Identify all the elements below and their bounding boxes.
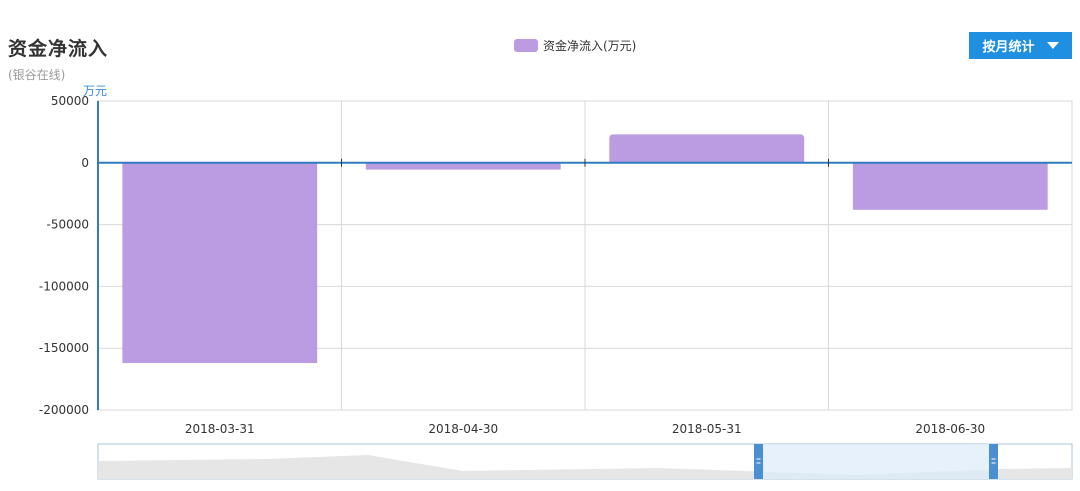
y-tick-label: -50000 (46, 218, 89, 232)
monthly-stat-button[interactable]: 按月统计 (969, 32, 1072, 59)
y-tick-label: 0 (81, 156, 89, 170)
y-tick-label: -100000 (39, 279, 89, 293)
y-tick-label: -200000 (39, 403, 89, 417)
y-axis-unit: 万元 (83, 84, 107, 98)
caret-down-icon (1046, 42, 1059, 49)
chart-title: 资金净流入 (8, 38, 109, 60)
x-tick-label: 2018-06-30 (915, 422, 985, 436)
y-tick-label: -150000 (39, 341, 89, 355)
y-tick-label: 50000 (51, 94, 89, 108)
navigator-left-handle[interactable] (754, 444, 763, 479)
x-tick-label: 2018-05-31 (672, 422, 742, 436)
bar (122, 162, 318, 364)
legend-label: 资金净流入(万元) (543, 39, 637, 53)
navigator-series-area (98, 455, 1072, 479)
legend[interactable]: 资金净流入(万元) (514, 37, 636, 54)
bar (365, 162, 561, 170)
navigator-selection (758, 444, 994, 479)
x-tick-label: 2018-03-31 (185, 422, 255, 436)
bar (852, 162, 1048, 210)
bar (609, 134, 805, 163)
x-tick-label: 2018-04-30 (428, 422, 498, 436)
chart-subtitle: (银谷在线) (8, 68, 66, 82)
navigator-right-handle[interactable] (989, 444, 998, 479)
legend-swatch (514, 39, 538, 52)
monthly-stat-label: 按月统计 (982, 40, 1035, 55)
